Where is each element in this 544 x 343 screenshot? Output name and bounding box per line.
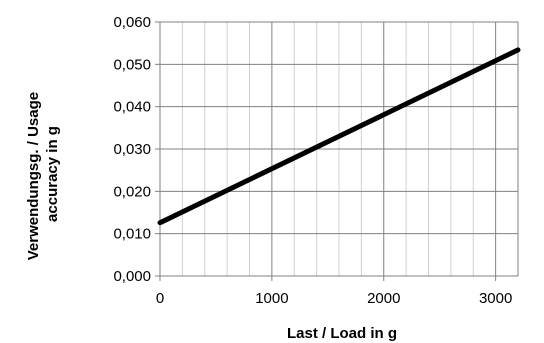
x-tick-labels: 0 1000 2000 3000	[156, 290, 512, 307]
axes	[155, 21, 519, 281]
x-tick-label: 2000	[367, 290, 400, 307]
x-axis-title: Last / Load in g	[287, 325, 397, 342]
y-tick-labels: 0,000 0,010 0,020 0,030 0,040 0,050 0,060	[113, 14, 151, 285]
y-tick-label: 0,000	[113, 268, 151, 285]
y-tick-label: 0,050	[113, 56, 151, 73]
y-tick-label: 0,040	[113, 99, 151, 116]
series-line	[157, 47, 521, 226]
y-axis-title-line-1: Verwendungsg. / Usage	[25, 92, 42, 260]
y-tick-label: 0,060	[113, 14, 151, 31]
y-axis-title: Verwendungsg. / Usage accuracy in g	[25, 88, 61, 261]
x-tick-label: 1000	[255, 290, 288, 307]
y-tick-label: 0,010	[113, 226, 151, 243]
x-tick-label: 0	[156, 290, 164, 307]
series-layer	[157, 47, 521, 226]
y-axis-title-line-2: accuracy in g	[44, 126, 61, 222]
y-tick-label: 0,020	[113, 183, 151, 200]
x-tick-label: 3000	[479, 290, 512, 307]
major-grid	[160, 21, 518, 277]
y-tick-label: 0,030	[113, 141, 151, 158]
